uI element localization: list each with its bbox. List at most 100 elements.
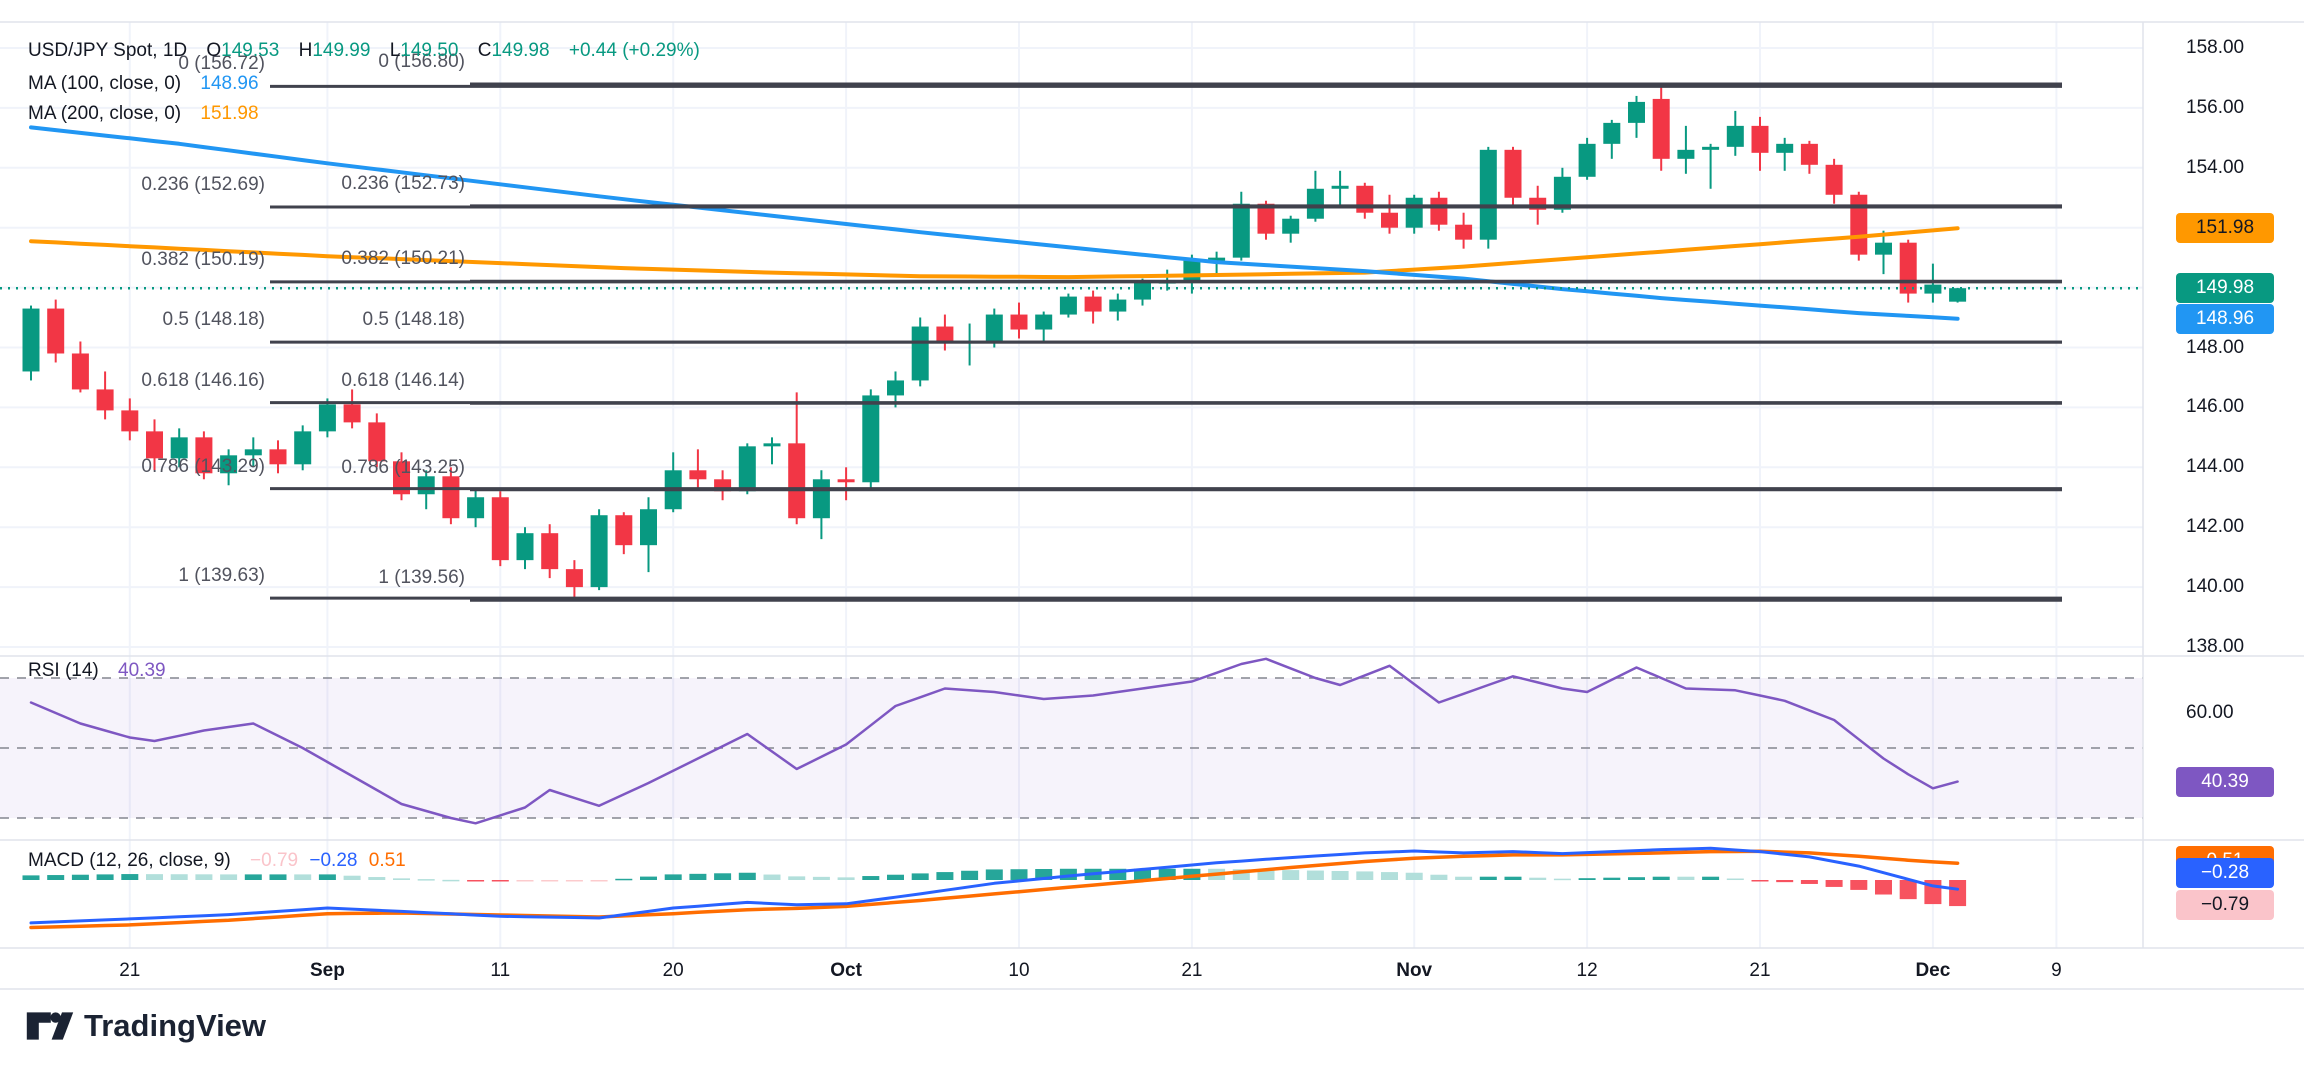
- candlestick-series[interactable]: [22, 83, 1967, 601]
- macd-histogram-bar[interactable]: [294, 874, 312, 880]
- candle-body[interactable]: [442, 476, 460, 519]
- macd-histogram-bar[interactable]: [936, 872, 954, 880]
- candle-body[interactable]: [22, 308, 40, 372]
- candle-body[interactable]: [170, 437, 188, 459]
- candle-body[interactable]: [467, 497, 485, 519]
- macd-histogram-bar[interactable]: [565, 880, 583, 882]
- macd-histogram-bar[interactable]: [590, 880, 608, 882]
- candle-body[interactable]: [1430, 197, 1448, 225]
- macd-histogram-bar[interactable]: [269, 874, 287, 880]
- candle-body[interactable]: [714, 479, 732, 492]
- candle-body[interactable]: [368, 422, 386, 462]
- macd-histogram-bar[interactable]: [1405, 872, 1423, 880]
- candle-body[interactable]: [1282, 218, 1300, 234]
- candle-body[interactable]: [837, 479, 855, 483]
- macd-histogram-bar[interactable]: [1702, 876, 1720, 880]
- candle-body[interactable]: [1603, 122, 1621, 144]
- macd-histogram-bar[interactable]: [1825, 880, 1843, 887]
- time-scale[interactable]: 21 Sep 11 20 Oct 10 21 Nov 12 21 Dec 9: [0, 948, 2143, 990]
- macd-histogram-bar[interactable]: [1059, 868, 1077, 880]
- macd-histogram-bar[interactable]: [1381, 872, 1398, 880]
- candle-body[interactable]: [1553, 176, 1571, 210]
- candle-body[interactable]: [1628, 101, 1645, 123]
- macd-histogram-bar[interactable]: [1134, 868, 1151, 880]
- macd-histogram-bar[interactable]: [1850, 880, 1868, 890]
- macd-histogram-bar[interactable]: [788, 876, 806, 880]
- candle-body[interactable]: [269, 449, 287, 465]
- macd-histogram-bar[interactable]: [491, 880, 509, 882]
- rsi-legend-row[interactable]: RSI (14) 40.39: [28, 660, 172, 682]
- macd-histogram-bar[interactable]: [71, 874, 89, 880]
- candle-body[interactable]: [1208, 257, 1226, 261]
- candle-body[interactable]: [1578, 143, 1596, 177]
- candle-body[interactable]: [1183, 260, 1201, 282]
- candle-body[interactable]: [1924, 284, 1942, 294]
- macd-histogram-bar[interactable]: [961, 870, 979, 880]
- macd-histogram-bar[interactable]: [244, 874, 262, 880]
- macd-histogram-bar[interactable]: [146, 874, 163, 880]
- macd-histogram-bar[interactable]: [417, 879, 435, 881]
- candle-body[interactable]: [985, 314, 1003, 342]
- macd-histogram-bar[interactable]: [985, 869, 1003, 880]
- macd-histogram-bar[interactable]: [1726, 878, 1744, 881]
- candle-body[interactable]: [121, 410, 139, 432]
- macd-histogram-bar[interactable]: [1652, 876, 1670, 880]
- candle-body[interactable]: [1109, 299, 1127, 312]
- candle-body[interactable]: [1257, 203, 1275, 234]
- macd-histogram-bar[interactable]: [47, 875, 65, 880]
- candle-body[interactable]: [1010, 314, 1028, 330]
- candle-body[interactable]: [393, 461, 410, 495]
- candle-body[interactable]: [911, 326, 929, 381]
- candle-body[interactable]: [615, 515, 633, 546]
- candle-body[interactable]: [1232, 203, 1250, 258]
- candle-body[interactable]: [936, 326, 954, 342]
- candle-body[interactable]: [1825, 164, 1843, 195]
- candle-body[interactable]: [1726, 125, 1744, 147]
- candle-body[interactable]: [1455, 224, 1473, 240]
- macd-histogram-bar[interactable]: [368, 877, 386, 880]
- candle-body[interactable]: [47, 308, 65, 354]
- ma100-legend-row[interactable]: MA (100, close, 0) 148.96: [28, 73, 265, 95]
- macd-histogram-bar[interactable]: [911, 873, 929, 880]
- candle-body[interactable]: [516, 533, 534, 561]
- macd-histogram-bar[interactable]: [1331, 870, 1349, 880]
- macd-histogram-bar[interactable]: [318, 874, 336, 880]
- candle-body[interactable]: [565, 569, 583, 588]
- candle-body[interactable]: [417, 476, 435, 495]
- macd-histogram-bar[interactable]: [467, 880, 485, 882]
- macd-histogram-bar[interactable]: [1232, 869, 1250, 880]
- candle-body[interactable]: [491, 497, 509, 561]
- macd-line[interactable]: [29, 846, 1960, 925]
- candle-body[interactable]: [1652, 98, 1670, 159]
- candle-body[interactable]: [640, 509, 657, 546]
- macd-histogram-bar[interactable]: [1899, 880, 1917, 900]
- macd-histogram-bar[interactable]: [1035, 869, 1053, 880]
- candle-body[interactable]: [1776, 143, 1794, 153]
- candle-body[interactable]: [1381, 212, 1398, 228]
- candle-body[interactable]: [1306, 188, 1324, 219]
- tradingview-logo[interactable]: TradingView: [26, 1008, 266, 1044]
- ma200-line[interactable]: [29, 226, 1960, 280]
- candle-body[interactable]: [1504, 149, 1522, 198]
- candle-body[interactable]: [887, 380, 904, 396]
- candle-body[interactable]: [1356, 185, 1374, 213]
- macd-histogram-bar[interactable]: [121, 874, 139, 880]
- candle-body[interactable]: [1059, 296, 1077, 315]
- candle-body[interactable]: [1084, 296, 1102, 312]
- candle-body[interactable]: [738, 446, 756, 492]
- macd-histogram-bar[interactable]: [1800, 880, 1818, 884]
- macd-histogram-bar[interactable]: [1553, 878, 1571, 881]
- candle-body[interactable]: [244, 449, 262, 456]
- macd-histogram-bar[interactable]: [1430, 874, 1448, 880]
- candle-body[interactable]: [71, 353, 89, 390]
- macd-histogram-bar[interactable]: [516, 880, 534, 882]
- macd-histogram-bar[interactable]: [1257, 869, 1275, 880]
- macd-histogram-bar[interactable]: [1677, 876, 1695, 880]
- macd-histogram-bar[interactable]: [1578, 878, 1596, 880]
- candle-body[interactable]: [812, 479, 830, 519]
- macd-histogram-bar[interactable]: [442, 879, 460, 882]
- macd-histogram-bar[interactable]: [664, 874, 682, 880]
- macd-histogram-bar[interactable]: [689, 873, 707, 880]
- macd-histogram-bar[interactable]: [170, 874, 188, 880]
